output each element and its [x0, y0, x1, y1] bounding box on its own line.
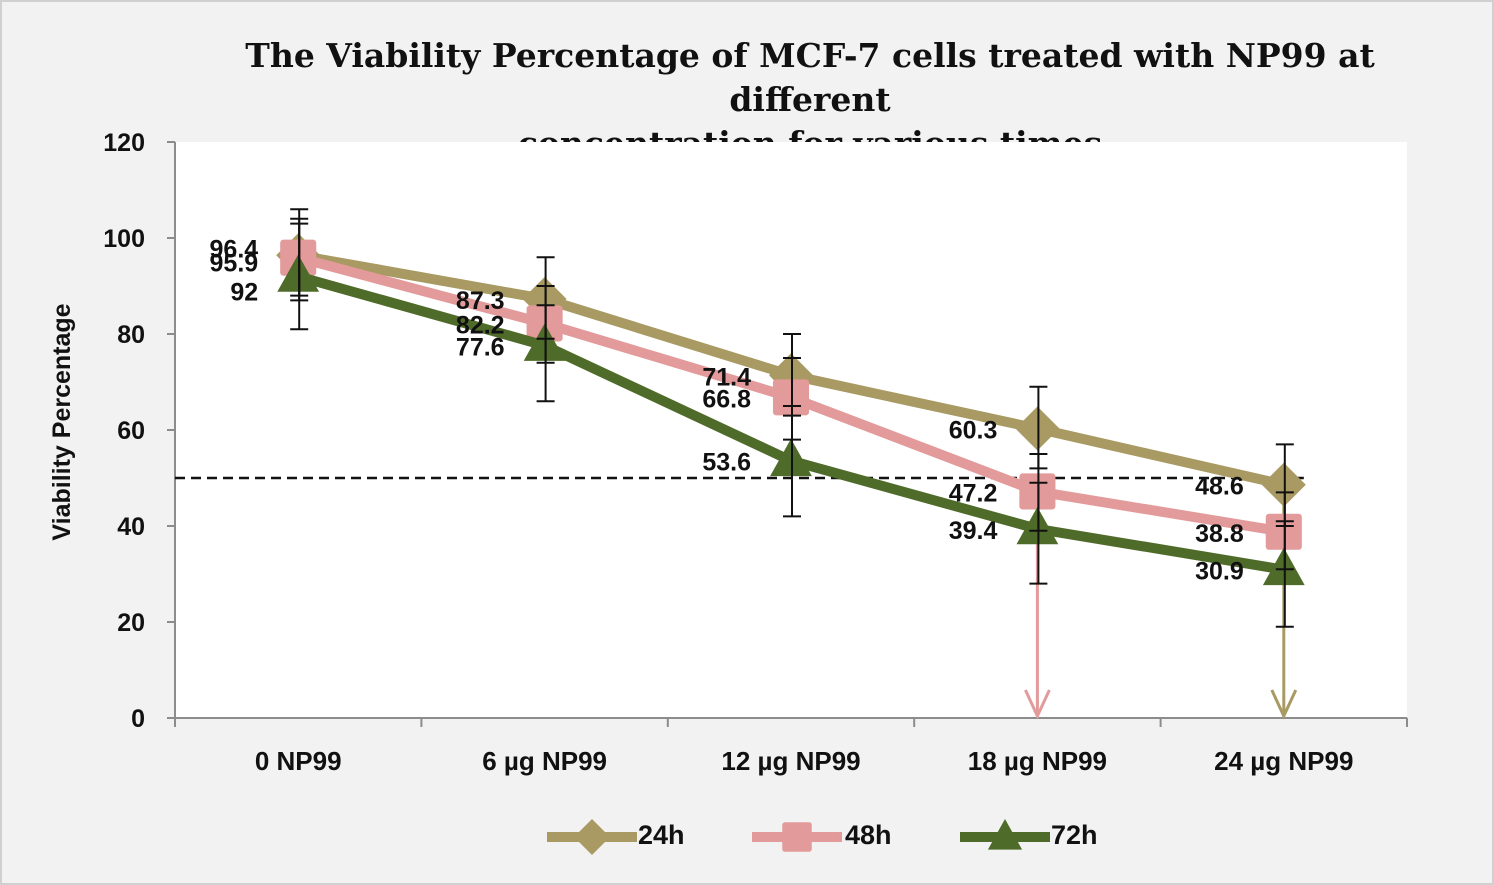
axes: 0 20 40 60 80 100 120 0 NP99 6 µg NP99 12 µg NP99… [103, 129, 1408, 776]
data-label-72h-1: 77.6 [456, 334, 505, 362]
y-tick-label: 20 [117, 609, 145, 637]
marker-48h-3 [1019, 473, 1056, 510]
legend-swatch-72h [960, 819, 1050, 850]
data-label-24h-1: 87.3 [456, 287, 505, 315]
x-tick-label: 18 µg NP99 [968, 746, 1107, 776]
x-tick-label: 24 µg NP99 [1214, 746, 1353, 776]
legend: 24h 48h 72h [0, 810, 1494, 860]
chart-title-line-1: The Viability Percentage of MCF-7 cells … [245, 36, 1375, 119]
arrow-head [1270, 689, 1298, 720]
data-label-48h-3: 47.2 [949, 479, 998, 507]
legend-marker-48h [782, 822, 812, 852]
data-label-72h-2: 53.6 [702, 449, 751, 477]
legend-marker-72h [987, 819, 1023, 850]
data-label-24h-3: 60.3 [949, 417, 998, 445]
data-label-72h-3: 39.4 [949, 517, 998, 545]
y-tick-label: 60 [117, 417, 145, 445]
y-tick-label: 120 [103, 129, 145, 157]
y-tick-label: 0 [131, 705, 145, 733]
data-label-48h-1: 82.2 [456, 311, 505, 339]
data-label-48h-4: 38.8 [1195, 520, 1244, 548]
legend-swatch-48h [752, 822, 842, 852]
x-tick-label: 12 µg NP99 [721, 746, 860, 776]
data-label-72h-4: 30.9 [1195, 558, 1244, 586]
data-label-24h-0: 96.4 [210, 235, 259, 263]
x-tick-label: 0 NP99 [255, 746, 342, 776]
data-label-48h-2: 66.8 [702, 385, 751, 413]
legend-label-72h: 72h [1051, 820, 1098, 850]
error-bars-group [290, 208, 1294, 628]
legend-label-48h: 48h [845, 820, 892, 850]
data-label-24h-2: 71.4 [702, 363, 751, 391]
y-tick-label: 100 [103, 225, 145, 253]
legend-marker-24h [574, 819, 610, 855]
data-label-48h-0: 95.9 [210, 250, 259, 278]
x-tick-label: 6 µg NP99 [482, 746, 607, 776]
data-label-72h-0: 92 [230, 278, 258, 306]
y-tick-label: 40 [117, 513, 145, 541]
legend-swatch-24h [547, 819, 637, 855]
data-label-24h-4: 48.6 [1195, 473, 1244, 501]
y-axis-label: Viability Percentage [48, 303, 76, 540]
legend-label-24h: 24h [638, 820, 685, 850]
data-labels-group: 96.4 87.3 71.4 60.3 48.6 95.9 82.2 66.8 47.2 38.8… [210, 235, 1244, 585]
y-tick-label: 80 [117, 321, 145, 349]
arrow-head [1024, 689, 1051, 720]
